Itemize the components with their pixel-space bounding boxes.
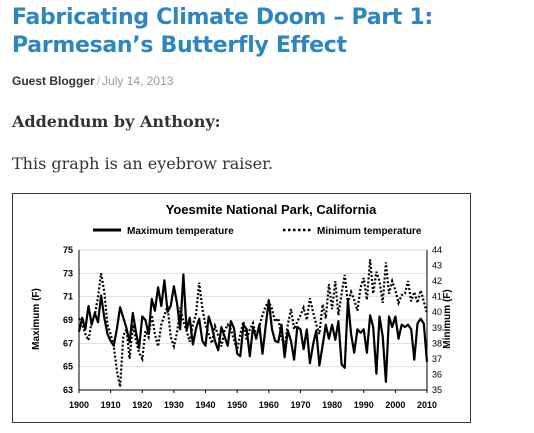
y-ticks-left: 63 65 67 69 71 73 75 (63, 245, 73, 395)
x-tick-label: 1980 (322, 400, 342, 410)
x-tick-label: 1910 (101, 400, 121, 410)
x-tick-label: 2010 (417, 400, 437, 410)
y-tick-right: 44 (432, 245, 442, 255)
max-temperature-line (77, 273, 429, 383)
y-tick-right: 41 (432, 292, 442, 302)
x-tick-label: 1970 (290, 400, 310, 410)
y-tick-left: 65 (63, 362, 73, 372)
chart-legend: Maximum temperature Minimum temperature (93, 226, 422, 237)
y-axis-label-left: Maximum (F) (31, 288, 42, 350)
post-paragraph: This graph is an eyebrow raiser. (12, 154, 274, 173)
x-tick-label: 1960 (259, 400, 279, 410)
meta-separator: / (96, 74, 101, 88)
x-tick-label: 1940 (196, 400, 216, 410)
y-ticks-right: 35 36 37 38 39 40 41 42 43 44 (432, 245, 442, 395)
addendum-heading: Addendum by Anthony: (12, 112, 221, 131)
x-ticks: 1900 1910 1920 1930 1940 1950 1960 1970 1980 1990… (69, 390, 437, 410)
y-tick-right: 35 (432, 385, 442, 395)
y-tick-right: 38 (432, 338, 442, 348)
y-tick-left: 75 (63, 245, 73, 255)
y-axis-label-right: Minimum (F) (442, 289, 453, 348)
x-tick-label: 1950 (227, 400, 247, 410)
post-author[interactable]: Guest Blogger (12, 74, 95, 88)
legend-max-label: Maximum temperature (127, 226, 234, 237)
series-max-temperature (77, 273, 429, 383)
min-temperature-line (78, 259, 429, 388)
y-tick-right: 36 (432, 369, 442, 379)
y-tick-right: 39 (432, 323, 442, 333)
temperature-chart: Yoesmite National Park, California Maxim… (31, 202, 453, 410)
y-tick-right: 40 (432, 307, 442, 317)
y-tick-right: 42 (432, 276, 442, 286)
y-tick-right: 43 (432, 261, 442, 271)
post-title[interactable]: Fabricating Climate Doom – Part 1: Parme… (12, 5, 433, 58)
y-tick-left: 71 (63, 292, 73, 302)
post-date: July 14, 2013 (102, 74, 174, 88)
chart-title: Yoesmite National Park, California (166, 202, 377, 217)
post-meta: Guest Blogger / July 14, 2013 (12, 74, 173, 88)
x-tick-label: 1930 (164, 400, 184, 410)
x-tick-label: 1990 (354, 400, 374, 410)
x-tick-label: 2000 (385, 400, 405, 410)
y-tick-left: 69 (63, 315, 73, 325)
y-tick-left: 63 (63, 385, 73, 395)
chart-figure: Yoesmite National Park, California Maxim… (12, 193, 471, 423)
x-tick-label: 1920 (132, 400, 152, 410)
y-tick-left: 73 (63, 268, 73, 278)
series-min-temperature (78, 259, 429, 388)
y-tick-right: 37 (432, 354, 442, 364)
y-tick-left: 67 (63, 338, 73, 348)
legend-min-label: Minimum temperature (317, 226, 422, 237)
x-tick-label: 1900 (69, 400, 89, 410)
